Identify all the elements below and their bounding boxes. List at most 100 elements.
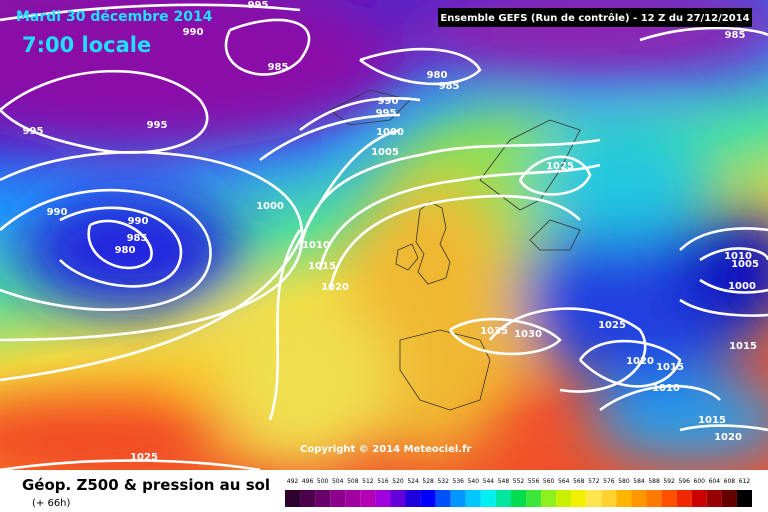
isobar-label: 990	[128, 216, 149, 227]
scale-swatch	[450, 490, 466, 507]
isobar-label: 1025	[130, 452, 158, 463]
isobar-label: 995	[376, 108, 397, 119]
scale-label: 608	[724, 478, 736, 485]
isobar-label: 1000	[728, 281, 756, 292]
scale-swatch	[285, 490, 301, 507]
scale-swatch	[556, 490, 572, 507]
scale-swatch	[616, 490, 632, 507]
scale-label: 560	[543, 478, 555, 485]
scale-label: 516	[377, 478, 389, 485]
scale-swatch	[721, 490, 737, 507]
color-scale: 492 496 500 504 508 512 516 520 524 528 532 536 540 5…	[285, 478, 752, 507]
isobar-label: 1005	[371, 147, 399, 158]
isobar-label: 980	[115, 245, 136, 256]
isobar-label: 1010	[302, 240, 330, 251]
scale-swatch	[390, 490, 406, 507]
isobar-label: 985	[725, 30, 746, 41]
run-info: Ensemble GEFS (Run de contrôle) - 12 Z d…	[440, 12, 749, 24]
scale-label: 604	[709, 478, 721, 485]
isobar-label: 990	[47, 207, 68, 218]
scale-label: 512	[362, 478, 374, 485]
scale-label: 600	[694, 478, 706, 485]
isobar-label: 1025	[546, 161, 574, 172]
scale-swatch	[661, 490, 677, 507]
scale-label: 596	[678, 478, 690, 485]
scale-swatch	[631, 490, 647, 507]
scale-swatch	[510, 490, 527, 507]
scale-label: 528	[422, 478, 434, 485]
scale-swatch	[345, 490, 361, 507]
scale-label: 612	[739, 478, 751, 485]
isobar-label: 1020	[714, 432, 742, 443]
scale-label: 504	[332, 478, 344, 485]
scale-swatch	[526, 490, 542, 507]
isobar-label: 985	[439, 81, 460, 92]
scale-swatch	[360, 490, 376, 507]
scale-label: 584	[633, 478, 645, 485]
scale-label: 524	[407, 478, 419, 485]
scale-swatch	[495, 490, 511, 507]
isobar-labels: 9959909859959959909909859809809859909951…	[23, 0, 759, 463]
isobar-label: 995	[147, 120, 168, 131]
isobar-label: 1005	[731, 259, 759, 270]
isobar-label: 995	[248, 0, 269, 11]
scale-swatch	[736, 490, 752, 507]
scale-swatch	[405, 490, 421, 507]
scale-swatch	[420, 490, 436, 507]
header-box	[438, 8, 752, 27]
isobar-label: 980	[427, 70, 448, 81]
legend-subtitle: (+ 66h)	[32, 498, 71, 509]
scale-swatch	[676, 490, 692, 507]
scale-swatch	[300, 490, 316, 507]
isobar-label: 1000	[376, 127, 404, 138]
isobar-label: 1000	[256, 201, 284, 212]
isobar-label: 1010	[652, 383, 680, 394]
scale-label: 568	[573, 478, 585, 485]
scale-label: 580	[618, 478, 630, 485]
isobar-label: 1020	[626, 356, 654, 367]
isobar-label: 1015	[698, 415, 726, 426]
isobar-label: 1010	[724, 251, 752, 262]
isobars	[0, 3, 768, 472]
scale-label: 508	[347, 478, 359, 485]
date: Mardi 30 décembre 2014	[16, 9, 213, 25]
scale-swatch	[465, 490, 481, 507]
scale-label: 572	[588, 478, 600, 485]
isobar-label: 990	[183, 27, 204, 38]
isobar-label: 985	[268, 62, 289, 73]
local-time: 7:00 locale	[22, 33, 151, 57]
isobar-label: 995	[23, 126, 44, 137]
scale-swatch	[541, 490, 557, 507]
scale-swatch	[586, 490, 602, 507]
isobar-label: 1015	[656, 362, 684, 373]
scale-label: 564	[558, 478, 570, 485]
scale-label: 536	[453, 478, 465, 485]
scale-label: 540	[468, 478, 480, 485]
scale-label: 496	[302, 478, 314, 485]
scale-swatch	[691, 490, 707, 507]
scale-label: 532	[437, 478, 449, 485]
scale-swatch	[571, 490, 587, 507]
scale-swatch	[435, 490, 451, 507]
scale-swatch	[480, 490, 496, 507]
scale-label: 520	[392, 478, 404, 485]
isobar-label: 1030	[514, 329, 542, 340]
isobar-label: 1015	[308, 261, 336, 272]
scale-label: 552	[513, 478, 525, 485]
scale-label: 500	[317, 478, 329, 485]
scale-swatch	[646, 490, 662, 507]
copyright: Copyright © 2014 Meteociel.fr	[300, 444, 471, 455]
isobar-label: 990	[378, 96, 399, 107]
scale-swatch	[601, 490, 617, 507]
scale-swatch	[706, 490, 722, 507]
isobar-label: 1020	[321, 282, 349, 293]
legend-title: Géop. Z500 & pression au sol	[22, 476, 270, 494]
scale-label: 588	[648, 478, 660, 485]
scale-label: 576	[603, 478, 615, 485]
scale-swatch	[315, 490, 331, 507]
scale-label: 492	[287, 478, 299, 485]
isobar-label: 985	[127, 233, 148, 244]
isobar-label: 1025	[598, 320, 626, 331]
